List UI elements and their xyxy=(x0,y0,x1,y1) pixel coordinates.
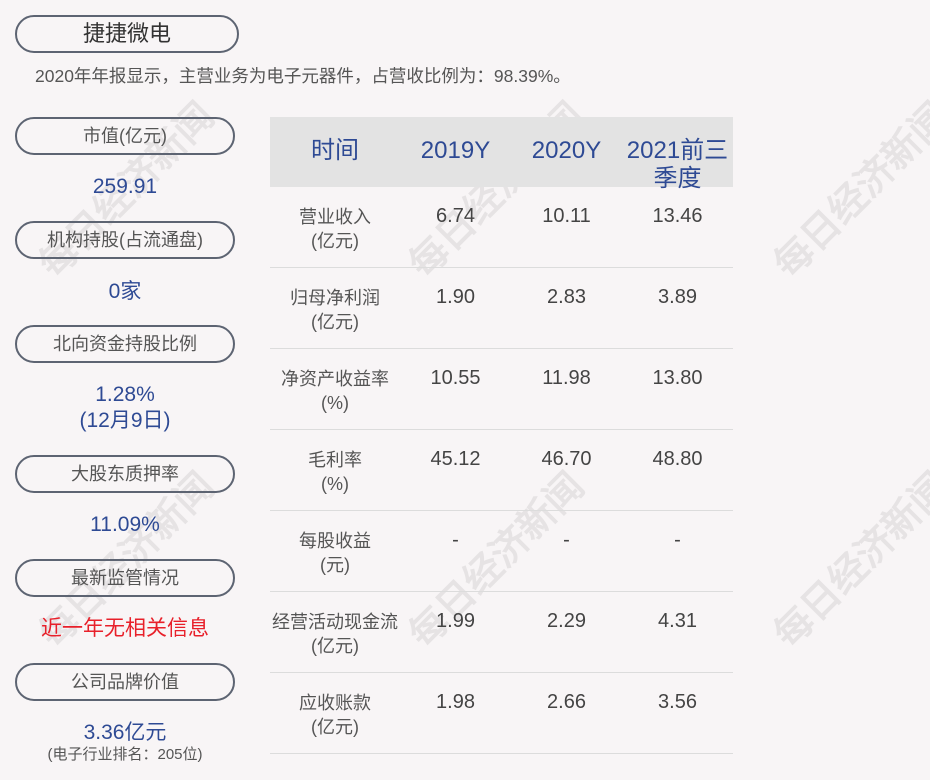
row-label: 经营活动现金流 (亿元) xyxy=(272,612,398,656)
regulation-label: 最新监管情况 xyxy=(15,559,235,597)
watermark: 每日经济新闻 xyxy=(766,95,930,287)
watermark: 每日经济新闻 xyxy=(766,465,930,657)
institution-holding-value: 0家 xyxy=(108,280,142,303)
cell-value: 1.98 xyxy=(436,691,475,713)
brand-value: 3.36亿元 xyxy=(83,721,167,744)
cell-value: - xyxy=(452,529,459,551)
cell-value: - xyxy=(674,529,681,551)
row-label: 营业收入 (亿元) xyxy=(299,207,371,251)
institution-holding-label: 机构持股(占流通盘) xyxy=(15,221,235,259)
header-time: 时间 xyxy=(311,137,359,164)
row-label: 毛利率 (%) xyxy=(308,450,362,494)
header-2020: 2020Y xyxy=(531,137,602,164)
financial-table: 时间 2019Y 2020Y 2021前三季度 营业收入 (亿元) 6.74 10.1… xyxy=(270,117,733,754)
brand-rank-note: (电子行业排名：205位) xyxy=(47,746,203,763)
header-2019: 2019Y xyxy=(420,137,491,164)
table-row: 营业收入 (亿元) 6.74 10.11 13.46 xyxy=(270,187,733,268)
table-row: 毛利率 (%) 45.12 46.70 48.80 xyxy=(270,430,733,511)
northbound-value: 1.28% xyxy=(95,383,155,406)
table-row: 经营活动现金流 (亿元) 1.99 2.29 4.31 xyxy=(270,592,733,673)
company-title: 捷捷微电 xyxy=(15,15,239,53)
pledge-label: 大股东质押率 xyxy=(15,455,235,493)
cell-value: 6.74 xyxy=(436,205,475,227)
cell-value: 4.31 xyxy=(658,610,697,632)
row-label: 净资产收益率 (%) xyxy=(281,369,389,413)
cell-value: 48.80 xyxy=(652,448,703,470)
table-row: 每股收益 (元) - - - xyxy=(270,511,733,592)
market-cap-label: 市值(亿元) xyxy=(15,117,235,155)
table-row: 归母净利润 (亿元) 1.90 2.83 3.89 xyxy=(270,268,733,349)
cell-value: 13.80 xyxy=(652,367,703,389)
table-header: 时间 2019Y 2020Y 2021前三季度 xyxy=(270,117,733,192)
cell-value: 2.66 xyxy=(547,691,586,713)
cell-value: 1.99 xyxy=(436,610,475,632)
header-2021q3: 2021前三季度 xyxy=(626,137,729,192)
table-row: 应收账款 (亿元) 1.98 2.66 3.56 xyxy=(270,673,733,754)
market-cap-value: 259.91 xyxy=(92,175,158,198)
cell-value: 13.46 xyxy=(652,205,703,227)
cell-value: 3.89 xyxy=(658,286,697,308)
brand-value-label: 公司品牌价值 xyxy=(15,663,235,701)
cell-value: 2.29 xyxy=(547,610,586,632)
row-label: 应收账款 (亿元) xyxy=(299,693,371,737)
cell-value: 10.11 xyxy=(542,205,591,227)
description: 2020年年报显示，主营业务为电子元器件，占营收比例为：98.39%。 xyxy=(35,66,571,86)
pledge-value: 11.09% xyxy=(90,513,160,536)
northbound-date: (12月9日) xyxy=(79,409,171,432)
cell-value: 2.83 xyxy=(547,286,586,308)
northbound-label: 北向资金持股比例 xyxy=(15,325,235,363)
cell-value: 10.55 xyxy=(430,367,481,389)
row-label: 归母净利润 (亿元) xyxy=(290,288,380,332)
row-label: 每股收益 (元) xyxy=(299,531,371,575)
cell-value: 46.70 xyxy=(541,448,592,470)
regulation-value: 近一年无相关信息 xyxy=(41,617,209,640)
cell-value: 1.90 xyxy=(436,286,475,308)
cell-value: 3.56 xyxy=(658,691,697,713)
table-row: 净资产收益率 (%) 10.55 11.98 13.80 xyxy=(270,349,733,430)
cell-value: - xyxy=(563,529,570,551)
cell-value: 11.98 xyxy=(542,367,591,389)
cell-value: 45.12 xyxy=(430,448,481,470)
